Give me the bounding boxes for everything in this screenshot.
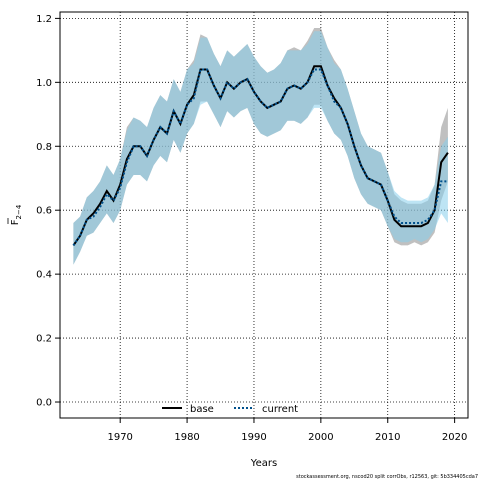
confidence-bands — [73, 28, 448, 265]
y-tick-label: 0.4 — [36, 270, 52, 281]
legend: base current — [162, 404, 298, 415]
x-tick-label: 1990 — [241, 432, 266, 443]
y-tick-label: 0.0 — [36, 398, 52, 409]
y-axis-title: F2−4 — [7, 204, 23, 225]
x-tick-label: 2020 — [442, 432, 467, 443]
y-axis-title-base: F — [10, 219, 21, 225]
y-axis-title-text: F2−4 — [10, 204, 23, 225]
x-axis-title: Years — [250, 458, 277, 469]
y-tick-label: 0.2 — [36, 334, 52, 345]
x-tick-label: 1970 — [107, 432, 132, 443]
y-axis-ticks: 0.0 0.2 0.4 0.6 0.8 1.0 1.2 — [36, 14, 60, 409]
x-axis-ticks: 1970 1980 1990 2000 2010 2020 — [107, 418, 467, 443]
x-tick-label: 2010 — [375, 432, 400, 443]
series-line-current — [72, 68, 448, 246]
footer-note: stockassessment.org, nscod20 split corrO… — [296, 474, 478, 480]
series-lines — [72, 65, 449, 246]
legend-label-current: current — [262, 404, 298, 415]
x-tick-label: 1980 — [174, 432, 199, 443]
y-tick-label: 0.6 — [36, 206, 52, 217]
y-tick-label: 0.8 — [36, 142, 52, 153]
y-tick-label: 1.0 — [36, 78, 52, 89]
x-tick-label: 2000 — [308, 432, 333, 443]
y-tick-label: 1.2 — [36, 14, 52, 25]
y-axis-title-subscript: 2−4 — [15, 204, 23, 219]
legend-label-base: base — [190, 404, 214, 415]
plot-frame — [59, 11, 469, 419]
confidence-band-current — [73, 31, 448, 265]
